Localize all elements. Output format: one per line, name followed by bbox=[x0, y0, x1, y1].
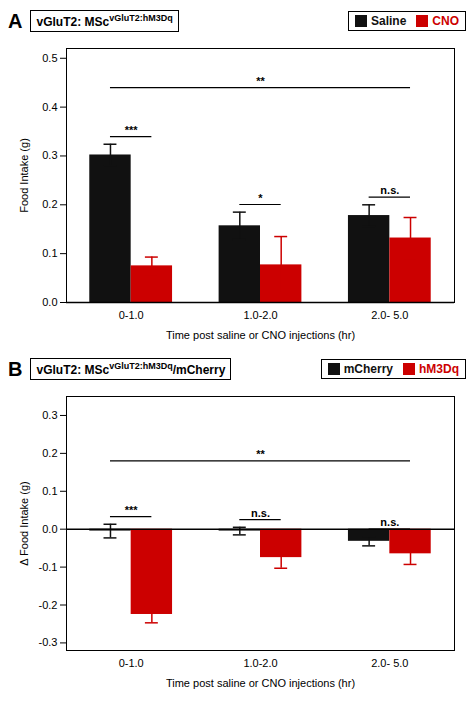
svg-text:0-1.0: 0-1.0 bbox=[119, 309, 144, 321]
svg-text:Time post saline or CNO inject: Time post saline or CNO injections (hr) bbox=[166, 677, 355, 689]
html-text:Saline: Saline bbox=[371, 14, 407, 28]
svg-text:0.5: 0.5 bbox=[42, 52, 57, 64]
html-text:vGluT2: MScvGluT2:hM3Dq: vGluT2: MScvGluT2:hM3Dq bbox=[36, 13, 173, 29]
svg-text:**: ** bbox=[256, 75, 265, 87]
svg-text:0.0: 0.0 bbox=[42, 296, 57, 308]
svg-text:*: * bbox=[258, 192, 263, 204]
svg-text:***: *** bbox=[125, 504, 139, 516]
html-text:mCherry: mCherry bbox=[343, 362, 393, 376]
svg-text:2.0- 5.0: 2.0- 5.0 bbox=[371, 309, 408, 321]
svg-text:n.s.: n.s. bbox=[380, 516, 399, 528]
svg-text:***: *** bbox=[125, 124, 139, 136]
svg-text:2.0- 5.0: 2.0- 5.0 bbox=[371, 657, 408, 669]
svg-text:0.2: 0.2 bbox=[42, 447, 57, 459]
svg-text:-0.2: -0.2 bbox=[39, 599, 58, 611]
svg-text:n.s.: n.s. bbox=[251, 507, 270, 519]
svg-text:0.0: 0.0 bbox=[42, 523, 57, 535]
html-text:A: A bbox=[8, 9, 23, 32]
html-text:B: B bbox=[8, 357, 23, 380]
svg-text:**: ** bbox=[256, 448, 265, 460]
svg-text:0-1.0: 0-1.0 bbox=[119, 657, 144, 669]
html-text:hM3Dq: hM3Dq bbox=[419, 362, 459, 376]
svg-text:0.3: 0.3 bbox=[42, 409, 57, 421]
svg-text:0.1: 0.1 bbox=[42, 485, 57, 497]
svg-text:Δ Food Intake (g): Δ Food Intake (g) bbox=[18, 481, 30, 565]
svg-text:1.0-2.0: 1.0-2.0 bbox=[243, 309, 277, 321]
svg-text:Food Intake (g): Food Intake (g) bbox=[18, 138, 30, 213]
html-text:CNO: CNO bbox=[432, 14, 459, 28]
svg-text:0.3: 0.3 bbox=[42, 149, 57, 161]
svg-text:-0.3: -0.3 bbox=[39, 636, 58, 648]
svg-text:0.2: 0.2 bbox=[42, 198, 57, 210]
svg-text:Time post saline or CNO inject: Time post saline or CNO injections (hr) bbox=[166, 329, 355, 341]
svg-text:0.1: 0.1 bbox=[42, 247, 57, 259]
svg-text:0.4: 0.4 bbox=[42, 101, 57, 113]
svg-text:n.s.: n.s. bbox=[380, 184, 399, 196]
svg-text:1.0-2.0: 1.0-2.0 bbox=[243, 657, 277, 669]
svg-text:-0.1: -0.1 bbox=[39, 561, 58, 573]
html-text:vGluT2: MScvGluT2:hM3Dq/mCherr: vGluT2: MScvGluT2:hM3Dq/mCherry bbox=[36, 361, 226, 377]
